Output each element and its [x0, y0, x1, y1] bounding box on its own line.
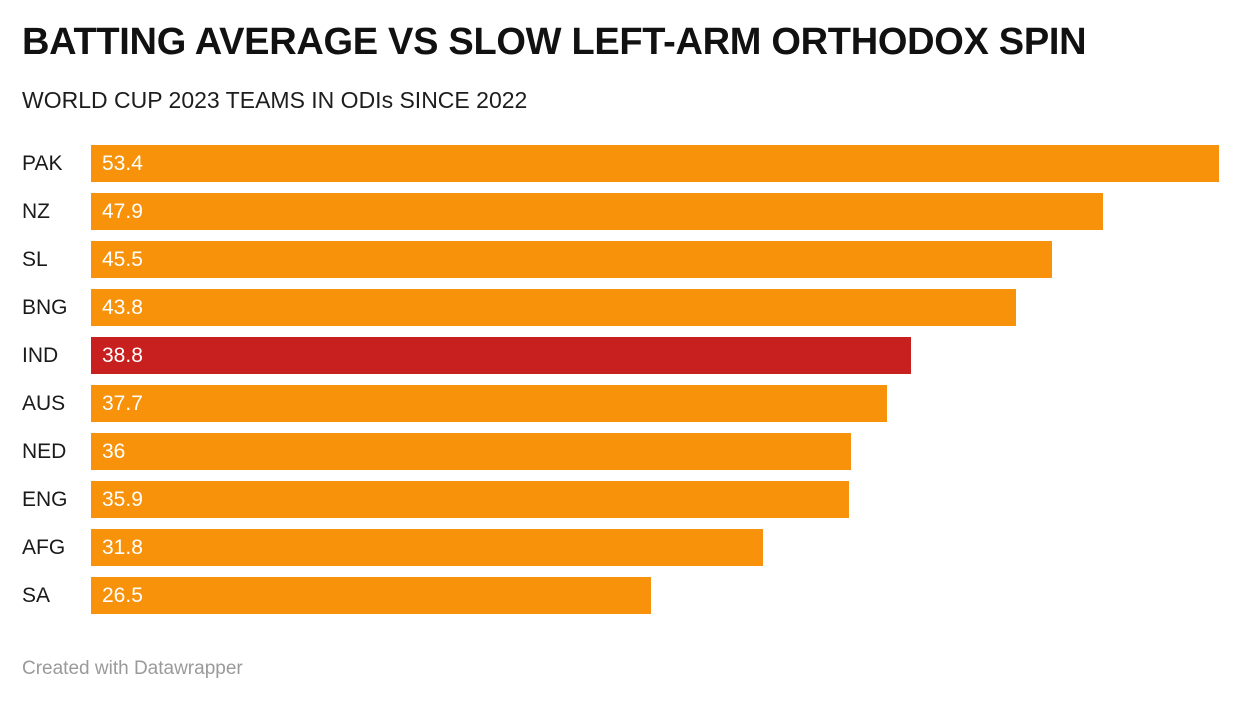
value-label: 47.9	[102, 200, 143, 224]
bar-track: 35.9	[91, 481, 1219, 519]
bar: 53.4	[91, 145, 1219, 183]
bar-track: 45.5	[91, 241, 1219, 279]
team-label: AFG	[22, 536, 66, 560]
chart-subtitle: WORLD CUP 2023 TEAMS IN ODIs SINCE 2022	[22, 86, 528, 113]
bar-row: NZ 47.9	[22, 193, 1219, 231]
bar-track: 26.5	[91, 577, 1219, 615]
bar: 47.9	[91, 193, 1103, 231]
bar: 35.9	[91, 481, 850, 519]
value-label: 38.8	[102, 344, 143, 368]
bar: 45.5	[91, 241, 1053, 279]
bar-track: 47.9	[91, 193, 1219, 231]
bar: 31.8	[91, 529, 763, 567]
chart-title: BATTING AVERAGE VS SLOW LEFT-ARM ORTHODO…	[22, 21, 1087, 63]
bar-row: SL 45.5	[22, 241, 1219, 279]
value-label: 43.8	[102, 296, 143, 320]
value-label: 36	[102, 440, 126, 464]
value-label: 37.7	[102, 392, 143, 416]
team-label: SL	[22, 248, 48, 272]
bar-row: BNG 43.8	[22, 289, 1219, 327]
bar-row: AFG 31.8	[22, 529, 1219, 567]
bar-track: 43.8	[91, 289, 1219, 327]
team-label: PAK	[22, 152, 63, 176]
bar-row: NED 36	[22, 433, 1219, 471]
bar-row: PAK 53.4	[22, 145, 1219, 183]
bar: 38.8	[91, 337, 911, 375]
value-label: 31.8	[102, 536, 143, 560]
team-label: BNG	[22, 296, 68, 320]
bar-track: 53.4	[91, 145, 1219, 183]
bar: 37.7	[91, 385, 888, 423]
attribution[interactable]: Created with Datawrapper	[22, 658, 243, 680]
team-label: AUS	[22, 392, 66, 416]
bar-row: SA 26.5	[22, 577, 1219, 615]
team-label: NED	[22, 440, 67, 464]
bar-row: IND 38.8	[22, 337, 1219, 375]
bar: 43.8	[91, 289, 1017, 327]
value-label: 53.4	[102, 152, 143, 176]
bar: 36	[91, 433, 852, 471]
bar: 26.5	[91, 577, 651, 615]
bar-track: 36	[91, 433, 1219, 471]
team-label: SA	[22, 584, 51, 608]
value-label: 26.5	[102, 584, 143, 608]
bar-row: AUS 37.7	[22, 385, 1219, 423]
team-label: IND	[22, 344, 59, 368]
bar-track: 31.8	[91, 529, 1219, 567]
bar-row: ENG 35.9	[22, 481, 1219, 519]
value-label: 35.9	[102, 488, 143, 512]
bar-track: 38.8	[91, 337, 1219, 375]
value-label: 45.5	[102, 248, 143, 272]
bar-track: 37.7	[91, 385, 1219, 423]
bar-chart: PAK 53.4 NZ 47.9 SL 45.5 BNG 43.8	[22, 145, 1219, 615]
team-label: NZ	[22, 200, 50, 224]
team-label: ENG	[22, 488, 68, 512]
